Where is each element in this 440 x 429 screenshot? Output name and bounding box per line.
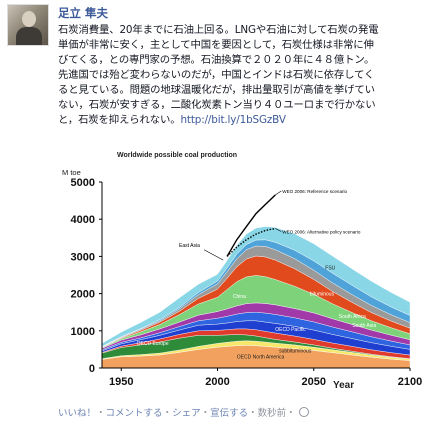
scenario-label-1: WEO 2006: Alternative policy scenario <box>282 230 361 235</box>
scenario-line-0 <box>226 194 276 257</box>
post-actions: いいね！・コメントする・シェア・宣伝する・数秒前・ <box>58 405 309 419</box>
y-tick-label: 5000 <box>71 177 95 189</box>
region-label-4: South Africa <box>339 314 366 320</box>
post-body-line: と，石炭を抑えられない。http://bit.ly/1bSGzBV <box>58 113 436 128</box>
coal-production-chart: Worldwide possible coal production M toe… <box>62 152 422 391</box>
comment-link[interactable]: コメントする <box>105 408 163 419</box>
area-series-11 <box>101 226 411 347</box>
x-tick-label: 2050 <box>302 376 326 388</box>
timestamp-link[interactable]: 数秒前 <box>257 408 287 419</box>
globe-icon <box>298 407 309 417</box>
region-label-2: bituminous <box>310 291 335 297</box>
y-tick-label: 4000 <box>71 214 95 226</box>
scenario-leader-1 <box>275 228 282 232</box>
shared-chart-image[interactable]: Worldwide possible coal production M toe… <box>55 145 435 397</box>
author-name[interactable]: 足立 隼夫 <box>58 6 109 20</box>
send-link[interactable]: 宣伝する <box>210 408 249 419</box>
post-link[interactable]: http://bit.ly/1bSGzBV <box>180 114 286 126</box>
y-tick-label: 3000 <box>71 251 95 263</box>
post-body: 石炭消費量、20年までに石油上回る。LNGや石油に対して石炭の発電 単価が非常に… <box>58 23 436 128</box>
scenario-line-1 <box>226 227 276 257</box>
x-tick-label: 2100 <box>398 376 422 388</box>
post-body-tail: と，石炭を抑えられない。 <box>58 114 181 126</box>
y-tick-label: 0 <box>89 363 95 375</box>
separator: ・ <box>200 408 211 419</box>
separator: ・ <box>96 408 106 419</box>
region-label-0: East Asia <box>179 243 200 249</box>
avatar-torso <box>16 27 42 45</box>
region-label-5: OECD Europe <box>137 341 169 347</box>
region-label-7: OECD Pacific <box>275 327 306 333</box>
separator: ・ <box>248 408 258 419</box>
post-body-line: ると見ている。問題の地球温暖化だが，排出量取引が高値を挙げてい <box>58 84 375 96</box>
chart-title: Worldwide possible coal production <box>117 152 237 159</box>
scenario-leader-0 <box>275 190 282 196</box>
region-label-9: FSU <box>325 265 335 271</box>
region-label-3: subbituminous <box>279 348 312 354</box>
avatar[interactable] <box>7 4 49 46</box>
y-tick-label: 1000 <box>71 326 95 338</box>
post-body-line: ない，石炭が安すぎる，二酸化炭素トン当り４０ユーロまで行かない <box>58 99 376 111</box>
post-body-line: びてくる，との専門家の予想。石油換算で２０２０年に４８億トン。 <box>58 54 375 66</box>
east-asia-pointer <box>203 249 224 261</box>
x-tick-label: 2000 <box>205 376 229 388</box>
region-label-8: China <box>233 294 246 300</box>
region-label-6: OECD North America <box>237 355 285 361</box>
like-link[interactable]: いいね！ <box>58 408 97 419</box>
scenario-label-0: WEO 2006: Reference scenario <box>282 189 347 194</box>
separator: ・ <box>162 408 173 419</box>
post-body-line: 石炭消費量、20年までに石油上回る。LNGや石油に対して石炭の発電 <box>58 24 379 36</box>
x-tick-label: 1950 <box>109 376 133 388</box>
y-tick-label: 2000 <box>71 289 95 301</box>
post-body-line: 先進国では殆ど変わらないのだが，中国とインドは石炭に依存してく <box>58 69 375 81</box>
share-link[interactable]: シェア <box>172 408 201 419</box>
region-label-1: lignite <box>356 262 369 268</box>
y-axis-unit: M toe <box>62 168 81 177</box>
separator: ・ <box>286 408 296 419</box>
post-body-line: 単価が非常に安く，主として中国を要因として，石炭仕様は非常に伸 <box>58 39 374 51</box>
avatar-head <box>22 11 36 27</box>
x-axis-label: Year <box>333 380 354 391</box>
region-label-10: South Asia <box>352 323 376 329</box>
